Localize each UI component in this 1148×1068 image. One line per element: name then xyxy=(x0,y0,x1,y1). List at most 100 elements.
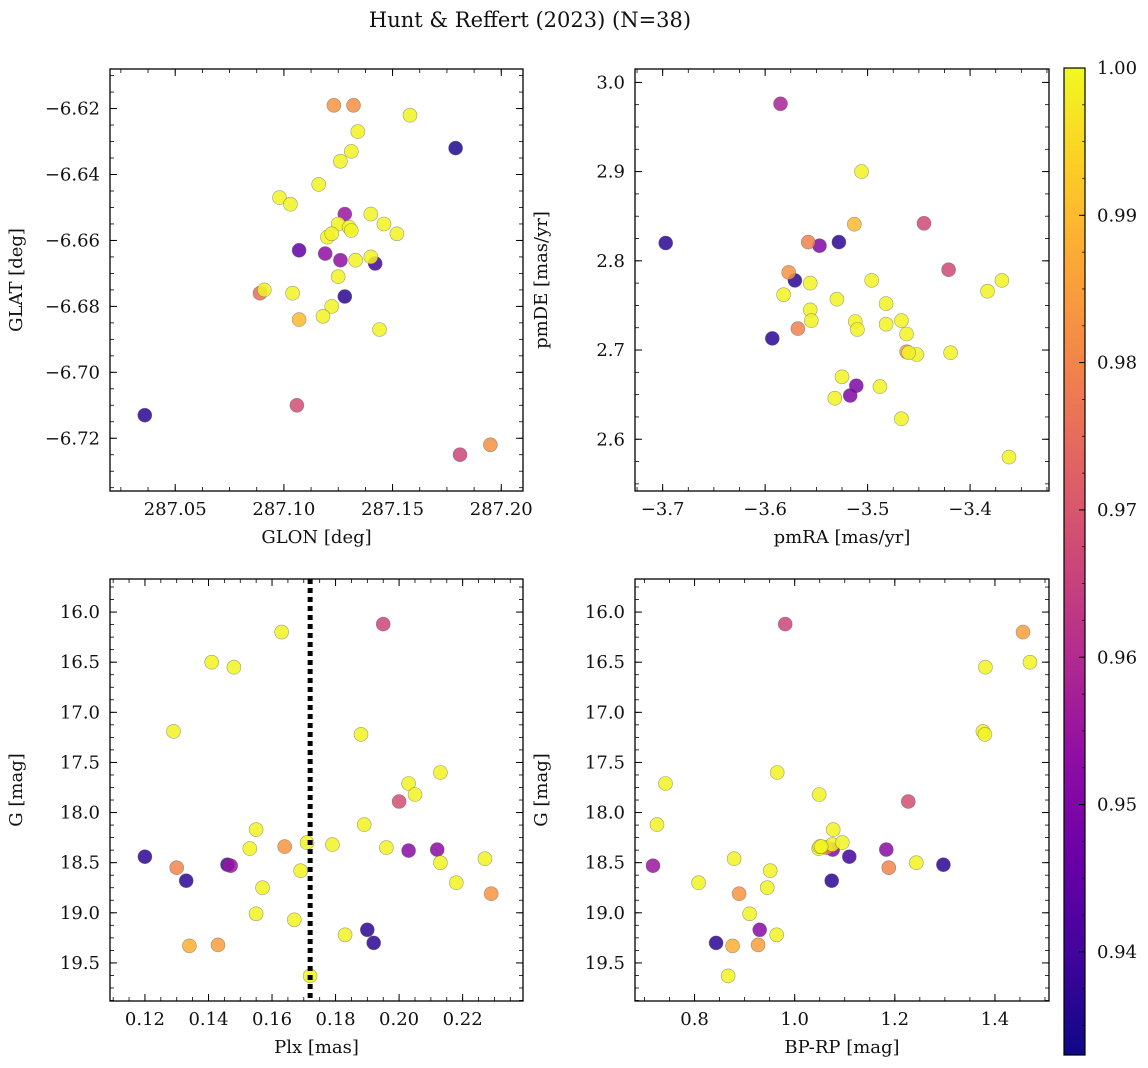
plot-frame: −3.7 −3.6 −3.5 −3.4 2.6 2.7 2.8 2.9 3.0 xyxy=(596,68,1050,520)
plot-frame: 0.12 0.14 0.16 0.18 0.20 0.22 16.0 16.5 17.0 17.5… xyxy=(60,578,524,1030)
y-tick-label: 16.0 xyxy=(585,602,625,623)
data-point xyxy=(311,177,327,192)
data-point xyxy=(800,234,816,250)
data-point xyxy=(204,654,219,670)
data-point xyxy=(759,880,775,896)
data-point xyxy=(333,154,348,169)
panel-bprp-g: 0.8 1.0 1.2 1.4 16.0 16.5 17.0 17.5 18.0 18.5 19.0… xyxy=(531,578,1050,1058)
y-tick-label: 19.5 xyxy=(60,953,100,974)
data-point xyxy=(803,313,819,328)
data-point xyxy=(242,841,258,856)
data-point xyxy=(402,107,418,123)
scatter-points xyxy=(137,579,499,1001)
data-point xyxy=(834,835,850,850)
data-point xyxy=(731,886,747,902)
y-tick-label: −6.72 xyxy=(45,428,100,449)
data-point xyxy=(272,190,287,205)
data-point xyxy=(317,246,333,261)
data-point xyxy=(829,291,845,307)
colorbar: 0.94 0.95 0.96 0.97 0.98 0.99 1.00 xyxy=(1063,58,1137,1056)
data-point xyxy=(1022,654,1038,670)
y-tick-label: 17.0 xyxy=(60,702,100,723)
y-tick-label: −6.62 xyxy=(45,99,100,120)
data-point xyxy=(831,234,847,250)
data-point xyxy=(274,624,289,640)
data-point xyxy=(1015,624,1031,640)
scatter-points xyxy=(645,616,1038,984)
data-point xyxy=(366,935,382,951)
data-point xyxy=(901,345,916,361)
data-point xyxy=(720,968,736,984)
data-point xyxy=(483,437,498,453)
data-point xyxy=(452,447,468,463)
colorbar-gradient xyxy=(1063,67,1086,1056)
scatter-points xyxy=(658,96,1017,465)
panel-plx-g: 0.12 0.14 0.16 0.18 0.20 0.22 16.0 16.5 17.0 17.5… xyxy=(6,578,524,1058)
y-tick-label: 3.0 xyxy=(596,72,625,93)
x-axis-label: Plx [mas] xyxy=(274,1037,359,1058)
data-point xyxy=(448,140,463,156)
data-point xyxy=(894,411,909,427)
data-point xyxy=(315,308,331,324)
data-point xyxy=(401,843,416,858)
data-point xyxy=(391,794,407,809)
panel-pmra-pmde: −3.7 −3.6 −3.5 −3.4 2.6 2.7 2.8 2.9 3.0 pmRA [ma… xyxy=(531,68,1050,548)
data-point xyxy=(762,863,778,879)
data-point xyxy=(248,822,264,837)
data-point xyxy=(658,776,673,791)
data-point xyxy=(379,840,394,855)
y-tick-label: 17.5 xyxy=(585,752,625,773)
data-point xyxy=(1001,449,1017,465)
x-tick-label: −3.6 xyxy=(743,499,787,520)
data-point xyxy=(980,283,995,299)
data-point xyxy=(375,616,391,632)
data-point xyxy=(943,345,958,361)
data-point xyxy=(802,275,818,291)
data-point xyxy=(291,243,307,258)
data-point xyxy=(752,922,768,938)
data-point xyxy=(878,842,894,857)
data-point xyxy=(878,296,894,311)
x-axis-label: pmRA [mas/yr] xyxy=(774,527,911,548)
data-point xyxy=(864,273,880,288)
x-tick-label: −3.5 xyxy=(846,499,890,520)
data-point xyxy=(299,835,315,850)
data-point xyxy=(777,616,793,632)
y-tick-label: 18.5 xyxy=(585,853,625,874)
data-point xyxy=(363,249,379,265)
x-tick-label: 0.12 xyxy=(125,1009,165,1030)
colorbar-tick-label: 0.96 xyxy=(1097,647,1137,668)
data-point xyxy=(350,124,366,139)
data-point xyxy=(348,252,363,268)
data-point xyxy=(769,765,785,780)
y-tick-label: 19.0 xyxy=(585,903,625,924)
data-point xyxy=(429,842,445,857)
x-tick-label: −3.7 xyxy=(641,499,685,520)
data-point xyxy=(776,287,791,303)
data-point xyxy=(811,787,827,802)
data-point xyxy=(764,331,780,346)
figure-title: Hunt & Reffert (2023) (N=38) xyxy=(369,8,691,32)
data-point xyxy=(223,858,238,874)
data-point xyxy=(854,164,869,179)
axes-box xyxy=(109,578,524,1002)
y-tick-label: 16.0 xyxy=(60,602,100,623)
x-tick-label: 0.14 xyxy=(188,1009,228,1030)
y-axis-label: G [mag] xyxy=(531,753,552,826)
scatter-points xyxy=(137,98,498,463)
data-point xyxy=(256,282,272,298)
y-tick-label: 18.0 xyxy=(585,803,625,824)
data-point xyxy=(750,937,766,953)
data-point xyxy=(137,849,153,865)
data-point xyxy=(372,322,387,337)
data-point xyxy=(433,765,448,780)
data-point xyxy=(137,407,153,423)
data-point xyxy=(977,727,993,742)
plot-frame: 0.8 1.0 1.2 1.4 16.0 16.5 17.0 17.5 18.0 18.5 19.0… xyxy=(585,578,1050,1030)
data-point xyxy=(477,851,493,867)
x-tick-label: 0.16 xyxy=(252,1009,292,1030)
data-point xyxy=(691,875,706,891)
data-point xyxy=(448,875,464,891)
y-tick-label: −6.66 xyxy=(45,230,100,251)
